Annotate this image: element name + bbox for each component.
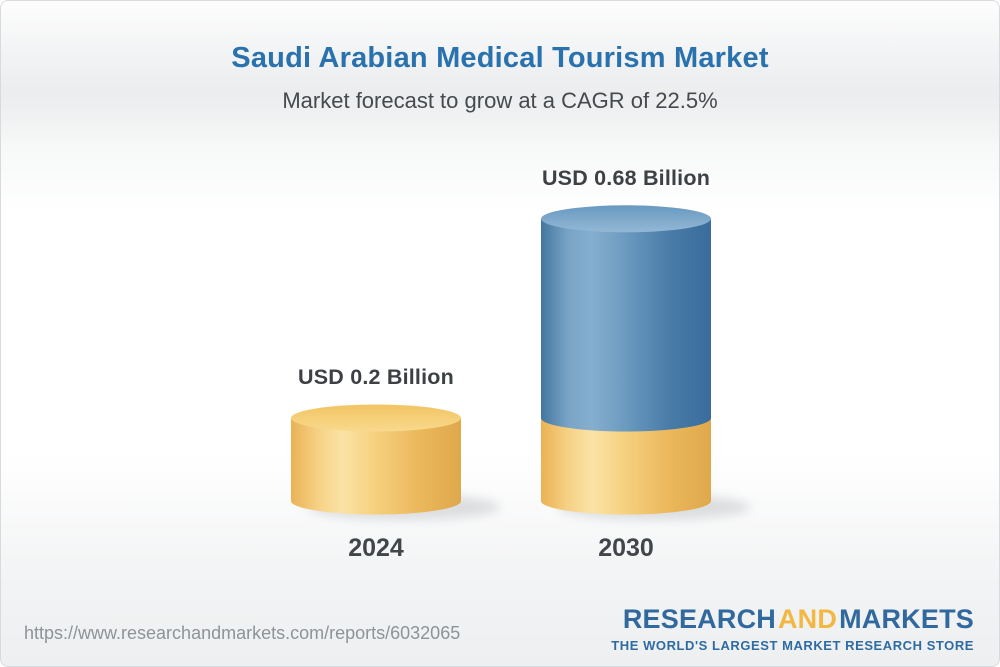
year-label-2024: 2024 [348,534,404,562]
brand-logo-tagline: THE WORLD'S LARGEST MARKET RESEARCH STOR… [611,638,974,653]
cylinder-2030-top [541,205,711,233]
brand-logo-wordmark: RESEARCHANDMARKETS [611,606,974,633]
cylinder-2030-segment-forecast [541,218,711,432]
brand-logo: RESEARCHANDMARKETS THE WORLD'S LARGEST M… [611,606,974,653]
report-url: https://www.researchandmarkets.com/repor… [24,623,461,643]
logo-word-markets: MARKETS [839,604,974,634]
cylinder-2024-top [291,404,461,432]
logo-word-research: RESEARCH [622,604,776,634]
year-label-2030: 2030 [598,534,654,562]
cylinder-2030-segment-base [541,418,711,515]
value-label-2030: USD 0.68 Billion [541,165,711,190]
value-label-2024: USD 0.2 Billion [298,365,454,389]
page-title: Saudi Arabian Medical Tourism Market [231,42,769,74]
logo-word-and: AND [777,604,838,634]
page-subtitle: Market forecast to grow at a CAGR of 22.… [282,88,718,113]
cylinder-2024-segment-base [291,418,461,515]
